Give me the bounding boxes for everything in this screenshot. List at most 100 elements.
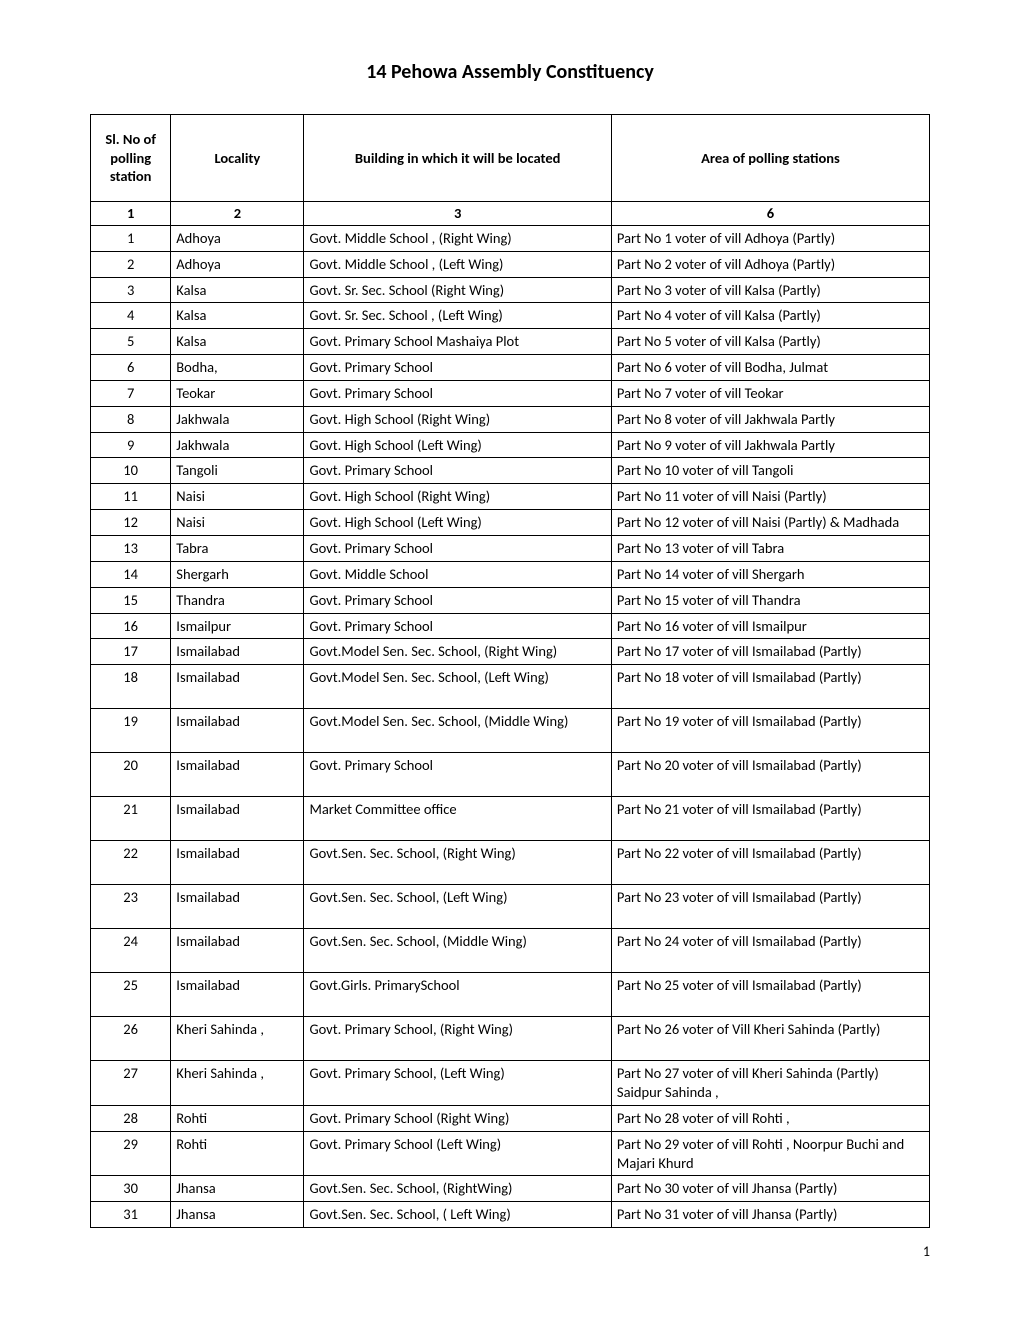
table-cell: 7 [91,380,171,406]
table-cell: Part No 16 voter of vill Ismailpur [611,613,929,639]
page-title: 14 Pehowa Assembly Constituency [90,60,930,84]
table-cell: 27 [91,1061,171,1106]
table-row: 11NaisiGovt. High School (Right Wing)Par… [91,484,930,510]
subheader-6: 6 [611,202,929,226]
table-row: 5KalsaGovt. Primary School Mashaiya Plot… [91,329,930,355]
table-cell: 10 [91,458,171,484]
table-row: 26Kheri Sahinda ,Govt. Primary School, (… [91,1017,930,1061]
table-cell: Part No 24 voter of vill Ismailabad (Par… [611,929,929,973]
table-cell: 11 [91,484,171,510]
table-cell: 9 [91,432,171,458]
table-row: 15ThandraGovt. Primary SchoolPart No 15 … [91,587,930,613]
subheader-1: 1 [91,202,171,226]
table-cell: Govt. Primary School [304,587,611,613]
table-cell: Part No 19 voter of vill Ismailabad (Par… [611,709,929,753]
col-header-area: Area of polling stations [611,115,929,202]
table-cell: Govt.Sen. Sec. School, (Middle Wing) [304,929,611,973]
table-cell: 14 [91,561,171,587]
table-cell: Part No 4 voter of vill Kalsa (Partly) [611,303,929,329]
table-row: 22IsmailabadGovt.Sen. Sec. School, (Righ… [91,841,930,885]
table-cell: Adhoya [171,251,304,277]
table-cell: Part No 5 voter of vill Kalsa (Partly) [611,329,929,355]
table-cell: 4 [91,303,171,329]
table-cell: Jhansa [171,1176,304,1202]
table-cell: Part No 20 voter of vill Ismailabad (Par… [611,753,929,797]
table-cell: Govt.Model Sen. Sec. School, (Right Wing… [304,639,611,665]
table-cell: Part No 29 voter of vill Rohti , Noorpur… [611,1131,929,1176]
subheader-3: 3 [304,202,611,226]
table-cell: Kheri Sahinda , [171,1017,304,1061]
table-cell: 30 [91,1176,171,1202]
table-cell: Part No 3 voter of vill Kalsa (Partly) [611,277,929,303]
table-cell: Govt. Middle School , (Left Wing) [304,251,611,277]
table-row: 18IsmailabadGovt.Model Sen. Sec. School,… [91,665,930,709]
table-cell: Adhoya [171,225,304,251]
table-cell: 6 [91,355,171,381]
table-cell: 5 [91,329,171,355]
table-cell: Govt.Sen. Sec. School, (Right Wing) [304,841,611,885]
table-cell: Part No 13 voter of vill Tabra [611,535,929,561]
table-cell: 24 [91,929,171,973]
table-row: 17IsmailabadGovt.Model Sen. Sec. School,… [91,639,930,665]
table-cell: Govt.Model Sen. Sec. School, (Left Wing) [304,665,611,709]
table-cell: Govt.Sen. Sec. School, (Left Wing) [304,885,611,929]
table-cell: Govt. Sr. Sec. School , (Left Wing) [304,303,611,329]
table-row: 13TabraGovt. Primary SchoolPart No 13 vo… [91,535,930,561]
table-cell: 17 [91,639,171,665]
table-cell: Govt.Sen. Sec. School, ( Left Wing) [304,1202,611,1228]
table-cell: Part No 27 voter of vill Kheri Sahinda (… [611,1061,929,1106]
table-cell: 26 [91,1017,171,1061]
table-cell: Govt. Primary School [304,380,611,406]
table-cell: 16 [91,613,171,639]
polling-stations-table: Sl. No of polling station Locality Build… [90,114,930,1228]
table-cell: Naisi [171,510,304,536]
subheader-2: 2 [171,202,304,226]
table-row: 28RohtiGovt. Primary School (Right Wing)… [91,1105,930,1131]
table-cell: Jhansa [171,1202,304,1228]
table-cell: 23 [91,885,171,929]
table-cell: Govt.Sen. Sec. School, (RightWing) [304,1176,611,1202]
table-row: 12NaisiGovt. High School (Left Wing)Part… [91,510,930,536]
table-cell: Part No 18 voter of vill Ismailabad (Par… [611,665,929,709]
table-cell: Part No 17 voter of vill Ismailabad (Par… [611,639,929,665]
table-cell: Part No 25 voter of vill Ismailabad (Par… [611,973,929,1017]
table-cell: Part No 31 voter of vill Jhansa (Partly) [611,1202,929,1228]
table-row: 19IsmailabadGovt.Model Sen. Sec. School,… [91,709,930,753]
table-row: 9JakhwalaGovt. High School (Left Wing)Pa… [91,432,930,458]
table-cell: Part No 6 voter of vill Bodha, Julmat [611,355,929,381]
table-subheader-row: 1 2 3 6 [91,202,930,226]
table-row: 4KalsaGovt. Sr. Sec. School , (Left Wing… [91,303,930,329]
table-cell: Govt. Primary School [304,535,611,561]
table-cell: Part No 23 voter of vill Ismailabad (Par… [611,885,929,929]
table-row: 21IsmailabadMarket Committee officePart … [91,797,930,841]
table-row: 20IsmailabadGovt. Primary SchoolPart No … [91,753,930,797]
table-cell: Ismailabad [171,973,304,1017]
table-row: 14ShergarhGovt. Middle SchoolPart No 14 … [91,561,930,587]
col-header-building: Building in which it will be located [304,115,611,202]
table-cell: Ismailabad [171,797,304,841]
table-body: 1 2 3 6 1AdhoyaGovt. Middle School , (Ri… [91,202,930,1228]
table-cell: Part No 26 voter of Vill Kheri Sahinda (… [611,1017,929,1061]
table-row: 2AdhoyaGovt. Middle School , (Left Wing)… [91,251,930,277]
table-cell: 19 [91,709,171,753]
table-row: 30JhansaGovt.Sen. Sec. School, (RightWin… [91,1176,930,1202]
table-row: 1AdhoyaGovt. Middle School , (Right Wing… [91,225,930,251]
table-cell: Rohti [171,1131,304,1176]
table-cell: Market Committee office [304,797,611,841]
table-cell: Govt. High School (Right Wing) [304,484,611,510]
table-cell: 20 [91,753,171,797]
table-row: 24IsmailabadGovt.Sen. Sec. School, (Midd… [91,929,930,973]
table-cell: Part No 11 voter of vill Naisi (Partly) [611,484,929,510]
table-cell: Govt. Primary School, (Left Wing) [304,1061,611,1106]
table-cell: Kalsa [171,277,304,303]
table-cell: Teokar [171,380,304,406]
table-cell: Tangoli [171,458,304,484]
table-cell: Govt. High School (Left Wing) [304,432,611,458]
table-cell: Ismailabad [171,639,304,665]
table-cell: Thandra [171,587,304,613]
table-cell: Part No 1 voter of vill Adhoya (Partly) [611,225,929,251]
table-cell: Ismailpur [171,613,304,639]
table-cell: Part No 10 voter of vill Tangoli [611,458,929,484]
table-cell: Ismailabad [171,929,304,973]
table-cell: Govt. Primary School, (Right Wing) [304,1017,611,1061]
